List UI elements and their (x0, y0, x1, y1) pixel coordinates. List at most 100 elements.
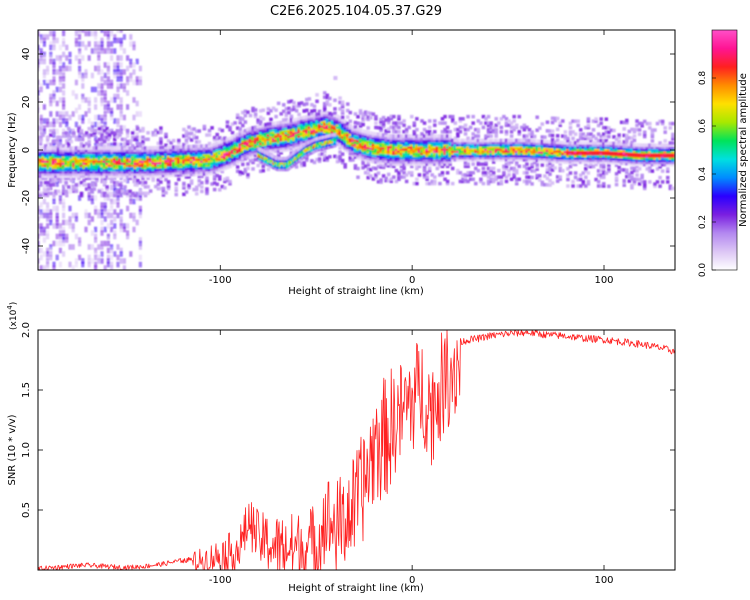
heatmap-cell (520, 145, 524, 149)
heatmap-cell (294, 143, 299, 148)
heatmap-cell (404, 158, 409, 162)
heatmap-cell (404, 134, 409, 138)
heatmap-cell (635, 156, 639, 160)
heatmap-cell (126, 230, 130, 236)
heatmap-cell (632, 127, 637, 132)
heatmap-cell (184, 155, 189, 160)
heatmap-cell (279, 146, 283, 151)
heatmap-cell (59, 172, 63, 176)
heatmap-cell (522, 125, 527, 130)
heatmap-cell (576, 141, 580, 145)
heatmap-cell (138, 174, 143, 178)
heatmap-cell (113, 184, 117, 191)
heatmap-cell (622, 146, 626, 151)
heatmap-cell (602, 138, 606, 143)
heatmap-cell (366, 158, 370, 163)
heatmap-cell (299, 129, 304, 133)
heatmap-cell (463, 177, 468, 182)
heatmap-cell (476, 134, 481, 138)
heatmap-cell (376, 138, 381, 143)
heatmap-cell (97, 258, 101, 264)
heatmap-cell (42, 209, 46, 215)
heatmap-cell (220, 163, 225, 167)
heatmap-cell (453, 147, 458, 151)
heatmap-cell (284, 141, 289, 146)
heatmap-cell (64, 154, 68, 159)
heatmap-cell (589, 156, 593, 160)
heatmap-cell (381, 141, 386, 146)
heatmap-cell (369, 167, 373, 172)
heatmap-cell (119, 111, 123, 117)
heatmap-cell (174, 158, 178, 162)
heatmap-cell (87, 41, 91, 47)
heatmap-cell (461, 155, 465, 160)
heatmap-cell (118, 161, 122, 165)
heatmap-cell (110, 157, 114, 161)
heatmap-cell (115, 163, 120, 168)
heatmap-cell (635, 177, 639, 182)
heatmap-cell (504, 132, 509, 136)
heatmap-cell (119, 62, 123, 68)
heatmap-cell (389, 164, 394, 168)
heatmap-cell (548, 153, 552, 157)
heatmap-cell (84, 174, 89, 178)
heatmap-cell (189, 164, 194, 168)
heatmap-cell (315, 119, 319, 123)
heatmap-cell (458, 179, 463, 184)
heatmap-cell (609, 145, 614, 150)
heatmap-cell (586, 117, 591, 121)
heatmap-cell (635, 147, 639, 151)
heatmap-cell (62, 69, 66, 75)
heatmap-cell (90, 146, 94, 150)
heatmap-cell (369, 144, 373, 148)
heatmap-cell (520, 125, 524, 130)
heatmap-cell (302, 161, 306, 165)
heatmap-cell (52, 93, 56, 100)
heatmap-cell (389, 153, 394, 158)
heatmap-cell (340, 139, 345, 143)
heatmap-cell (389, 140, 394, 145)
heatmap-cell (607, 152, 611, 156)
heatmap-cell (159, 167, 163, 171)
heatmap-cell (119, 258, 123, 264)
heatmap-cell (205, 146, 209, 150)
heatmap-cell (122, 48, 126, 54)
heatmap-cell (438, 121, 442, 125)
heatmap-cell (54, 152, 58, 157)
heatmap-cell (612, 128, 616, 133)
heatmap-cell (174, 145, 178, 149)
heatmap-cell (448, 151, 452, 156)
heatmap-cell (343, 132, 347, 137)
heatmap-cell (261, 127, 266, 132)
heatmap-cell (289, 129, 294, 134)
heatmap-cell (635, 143, 639, 147)
heatmap-cell (522, 164, 527, 169)
heatmap-cell (504, 117, 509, 121)
heatmap-cell (351, 147, 355, 151)
heatmap-cell (90, 170, 94, 174)
heatmap-cell (358, 152, 363, 156)
heatmap-cell (504, 123, 509, 128)
heatmap-cell (122, 83, 126, 89)
heatmap-cell (274, 129, 278, 134)
heatmap-cell (632, 162, 637, 166)
heatmap-cell (563, 141, 568, 145)
heatmap-cell (438, 158, 442, 162)
heatmap-cell (184, 166, 189, 171)
heatmap-cell (130, 167, 135, 172)
heatmap-cell (105, 131, 109, 135)
heatmap-cell (179, 145, 184, 149)
heatmap-cell (113, 69, 117, 75)
heatmap-cell (46, 180, 50, 185)
heatmap-cell (453, 151, 458, 156)
heatmap-cell (517, 149, 522, 153)
heatmap-cell (82, 163, 86, 168)
heatmap-cell (514, 160, 519, 164)
heatmap-cell (325, 93, 330, 98)
heatmap-cell (284, 113, 289, 118)
heatmap-cell (143, 193, 148, 198)
heatmap-cell (376, 143, 381, 147)
heatmap-cell (545, 176, 550, 181)
heatmap-cell (90, 244, 94, 250)
heatmap-cell (630, 140, 634, 145)
